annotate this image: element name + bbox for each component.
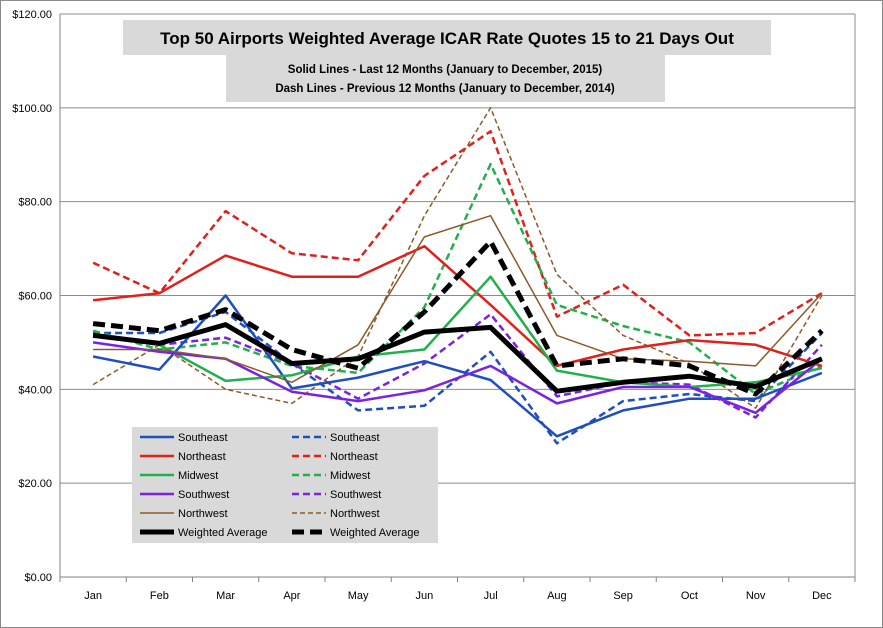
title-box: Top 50 Airports Weighted Average ICAR Ra… <box>123 20 771 55</box>
series-lines <box>92 107 824 445</box>
x-tick-label: May <box>348 590 369 602</box>
series-line-northwest-solid <box>93 214 823 384</box>
subtitle-line-1: Solid Lines - Last 12 Months (January to… <box>288 64 603 76</box>
subtitle-line-2: Dash Lines - Previous 12 Months (January… <box>275 83 615 95</box>
subtitle-box: Solid Lines - Last 12 Months (January to… <box>226 55 665 102</box>
x-tick-label: Aug <box>547 590 567 602</box>
y-tick-label: $60.00 <box>18 291 52 303</box>
series-line-northeast-dashed <box>92 130 823 337</box>
series-line-midwest-solid <box>92 275 823 389</box>
legend-label: Midwest <box>178 470 218 482</box>
x-tick-label: Sep <box>613 590 633 602</box>
y-tick-label: $0.00 <box>24 572 52 584</box>
y-tick-label: $20.00 <box>18 478 52 490</box>
series-line-midwest-dashed <box>92 162 823 396</box>
x-tick-label: Mar <box>216 590 235 602</box>
x-tick-label: Jan <box>84 590 102 602</box>
x-tick-label: Jul <box>484 590 498 602</box>
legend-label: Southeast <box>330 432 380 444</box>
y-axis-ticks: $0.00 $20.00 $40.00 $60.00 $80.00 $100.00 $120… <box>12 9 52 584</box>
legend: Southeast Northeast Midwest Southwest Northw… <box>132 427 438 543</box>
x-axis-ticks: Jan Feb Mar Apr May Jun Jul Aug Sep Oct Nov Dec <box>59 577 856 602</box>
y-tick-label: $40.00 <box>18 384 52 396</box>
x-tick-label: Jun <box>416 590 434 602</box>
series-line-weighted-average-solid <box>92 322 823 394</box>
y-tick-label: $80.00 <box>18 197 52 209</box>
legend-label: Weighted Average <box>178 527 268 539</box>
legend-label: Northeast <box>178 451 226 463</box>
y-tick-label: $120.00 <box>12 9 52 21</box>
legend-label: Southwest <box>330 489 381 501</box>
x-tick-label: Dec <box>812 590 832 602</box>
series-line-weighted-average-dashed <box>92 239 824 397</box>
legend-label: Weighted Average <box>330 527 420 539</box>
chart-title: Top 50 Airports Weighted Average ICAR Ra… <box>160 29 734 48</box>
legend-label: Northwest <box>330 508 380 520</box>
legend-label: Midwest <box>330 470 370 482</box>
legend-background <box>132 427 438 543</box>
x-tick-label: Nov <box>746 590 766 602</box>
legend-label: Northwest <box>178 508 228 520</box>
series-line-southwest-dashed <box>92 313 823 419</box>
x-tick-label: Feb <box>150 590 169 602</box>
legend-label: Northeast <box>330 451 378 463</box>
x-tick-label: Oct <box>681 590 698 602</box>
legend-label: Southwest <box>178 489 229 501</box>
x-tick-label: Apr <box>283 590 300 602</box>
series-line-southeast-solid <box>92 294 823 438</box>
y-tick-label: $100.00 <box>12 103 52 115</box>
series-line-northwest-dashed <box>92 107 823 409</box>
legend-label: Southeast <box>178 432 228 444</box>
